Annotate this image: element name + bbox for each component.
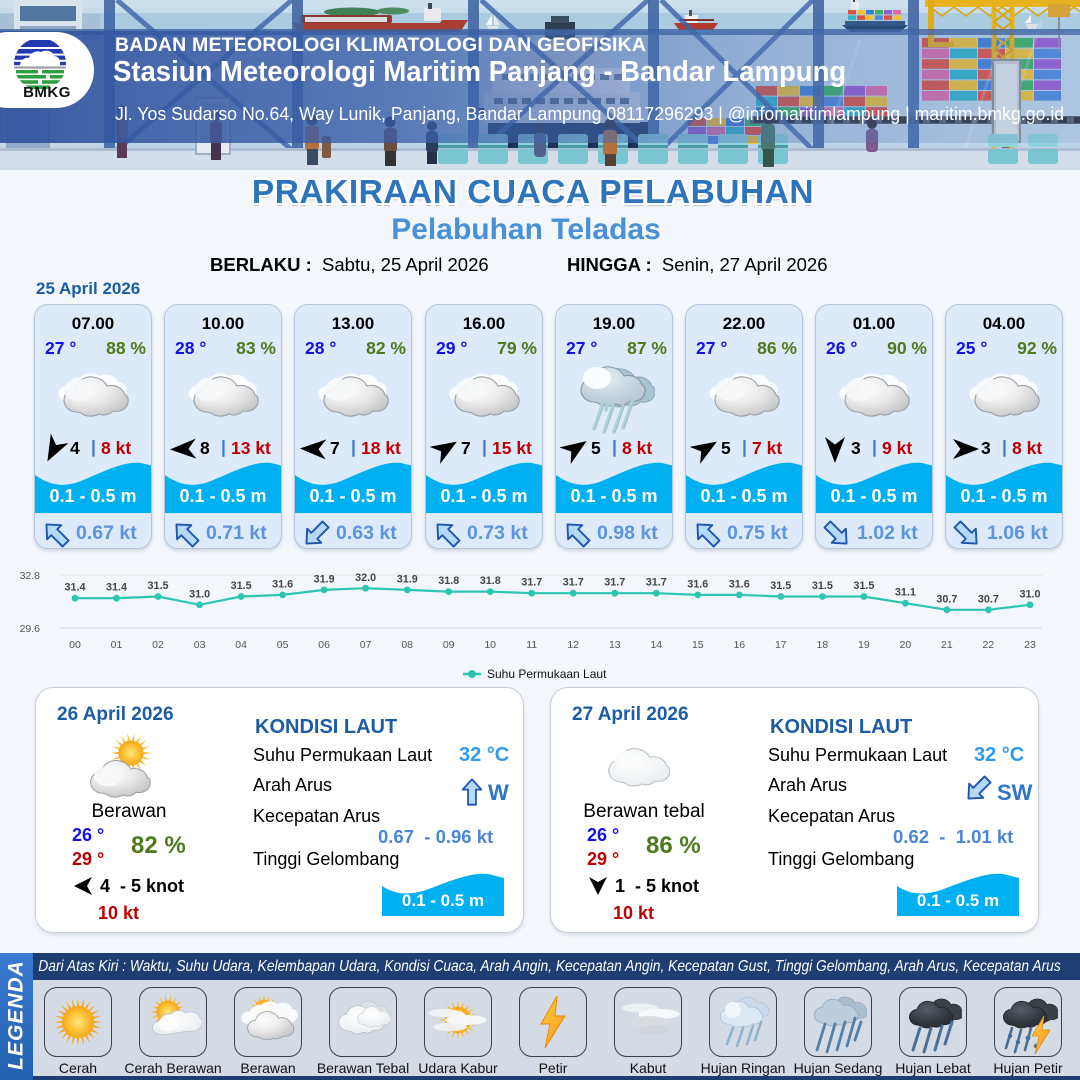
svg-text:31.0: 31.0: [189, 588, 210, 600]
svg-text:09: 09: [443, 639, 455, 651]
svg-text:14: 14: [650, 639, 662, 651]
svg-text:04: 04: [235, 639, 247, 651]
svg-text:31.0: 31.0: [1019, 588, 1040, 600]
svg-text:01: 01: [111, 639, 123, 651]
svg-text:16: 16: [733, 639, 745, 651]
svg-text:31.8: 31.8: [438, 575, 459, 587]
svg-text:17: 17: [775, 639, 787, 651]
svg-text:31.7: 31.7: [646, 577, 667, 589]
svg-text:31.4: 31.4: [64, 582, 85, 594]
svg-text:31.5: 31.5: [853, 580, 874, 592]
svg-text:31.6: 31.6: [272, 578, 293, 590]
svg-text:30.7: 30.7: [978, 593, 999, 605]
svg-text:12: 12: [567, 639, 579, 651]
svg-text:Suhu Permukaan Laut: Suhu Permukaan Laut: [487, 667, 607, 681]
svg-text:31.5: 31.5: [147, 580, 168, 592]
svg-text:31.9: 31.9: [397, 573, 418, 585]
svg-text:31.4: 31.4: [106, 582, 127, 594]
svg-text:31.7: 31.7: [521, 577, 542, 589]
svg-text:31.6: 31.6: [729, 578, 750, 590]
svg-text:31.6: 31.6: [687, 578, 708, 590]
svg-text:31.5: 31.5: [770, 580, 791, 592]
svg-text:31.9: 31.9: [314, 573, 335, 585]
svg-text:31.5: 31.5: [812, 580, 833, 592]
svg-text:19: 19: [858, 639, 870, 651]
svg-text:31.5: 31.5: [231, 580, 252, 592]
svg-text:06: 06: [318, 639, 330, 651]
svg-text:15: 15: [692, 639, 704, 651]
svg-text:11: 11: [526, 639, 537, 651]
svg-text:32.0: 32.0: [355, 572, 376, 584]
svg-text:21: 21: [941, 639, 953, 651]
svg-text:31.8: 31.8: [480, 575, 501, 587]
svg-text:20: 20: [900, 639, 912, 651]
svg-text:05: 05: [277, 639, 289, 651]
svg-text:08: 08: [401, 639, 413, 651]
svg-text:23: 23: [1024, 639, 1036, 651]
svg-text:02: 02: [152, 639, 164, 651]
svg-text:07: 07: [360, 639, 372, 651]
svg-text:31.7: 31.7: [604, 577, 625, 589]
svg-text:00: 00: [69, 639, 81, 651]
svg-text:03: 03: [194, 639, 206, 651]
svg-text:18: 18: [817, 639, 829, 651]
svg-text:31.1: 31.1: [895, 587, 916, 599]
svg-text:32.8: 32.8: [20, 570, 41, 582]
svg-text:30.7: 30.7: [936, 593, 957, 605]
svg-text:31.7: 31.7: [563, 577, 584, 589]
svg-text:29.6: 29.6: [20, 623, 41, 635]
svg-text:10: 10: [484, 639, 496, 651]
svg-text:13: 13: [609, 639, 621, 651]
svg-text:22: 22: [983, 639, 995, 651]
